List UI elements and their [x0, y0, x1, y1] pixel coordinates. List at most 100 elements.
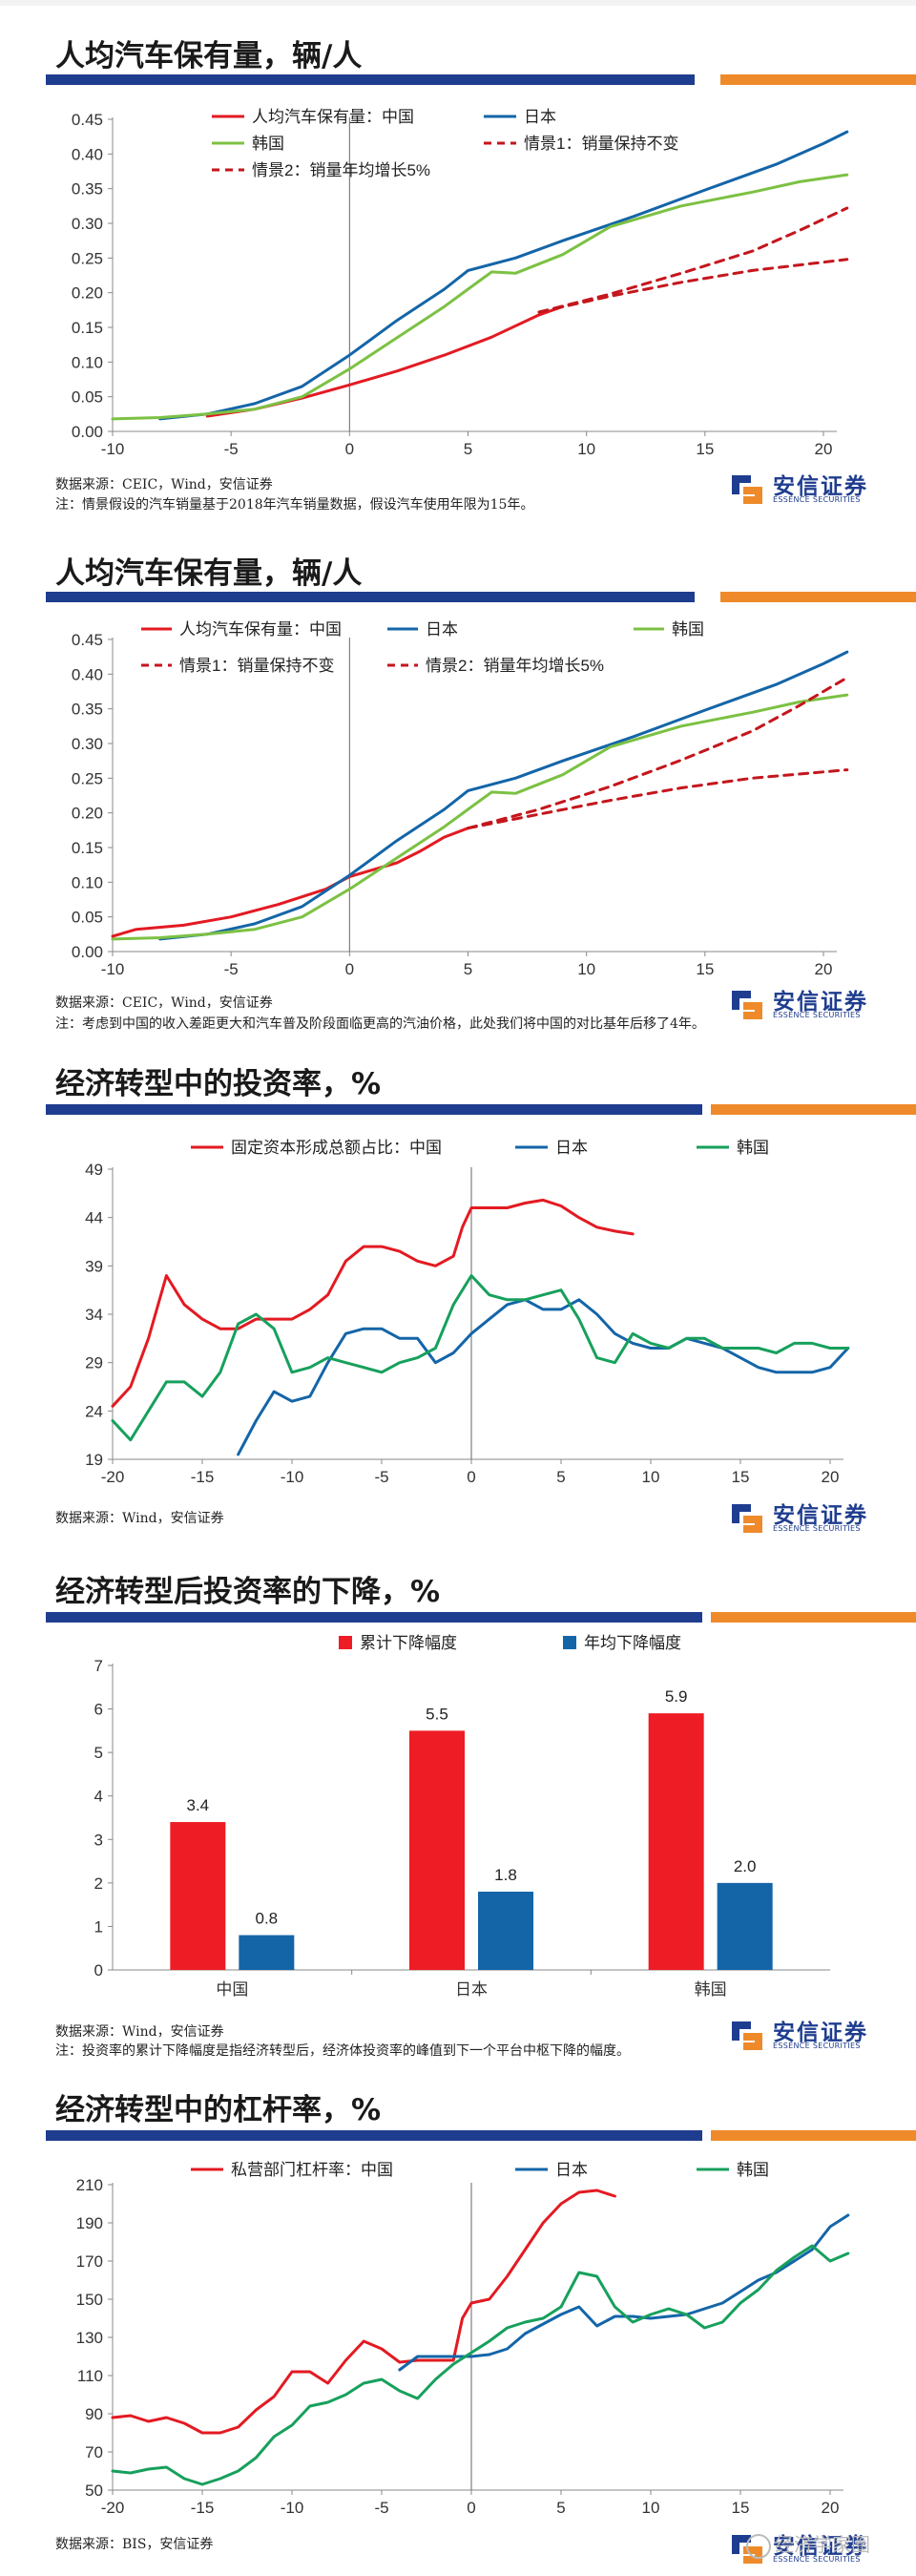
series-line [237, 1298, 850, 1456]
y-tick-label: 44 [85, 1209, 103, 1227]
title-rule-blue [46, 1612, 702, 1623]
legend-label: 日本 [426, 620, 458, 639]
y-tick-label: 3 [94, 1831, 103, 1849]
brand-logo: 安信证券 ESSENCE SECURITIES [729, 1497, 901, 1539]
data-label: 5.5 [426, 1705, 448, 1723]
y-tick-label: 150 [76, 2291, 103, 2309]
footnote: 注：考虑到中国的收入差距更大和汽车普及阶段面临更高的汽油价格，此处我们将中国的对… [55, 1016, 705, 1032]
source-note: 数据来源：CEIC，Wind，安信证券 [55, 995, 273, 1011]
legend-label: 情景2：销量年均增长5% [252, 161, 430, 179]
series-line [111, 1198, 635, 1408]
y-tick-label: 49 [85, 1161, 103, 1179]
series-line [111, 1274, 850, 1442]
y-tick-label: 0.00 [72, 943, 103, 961]
series-line [467, 768, 849, 830]
x-tick-label: 0 [345, 440, 354, 458]
title-rule-orange [720, 592, 916, 602]
x-tick-label: 日本 [455, 1980, 488, 1999]
legend-swatch [563, 1636, 576, 1649]
panel-3: 经济转型中的投资率，% 19 24 29 34 39 44 49 -20 -15 -10 -5 0 5 1… [0, 1050, 916, 1556]
y-tick-label: 0.15 [72, 839, 103, 857]
footnote: 注：情景假设的汽车销量基于2018年汽车销量数据，假设汽车使用年限为15年。 [55, 497, 534, 513]
x-tick-label: -5 [374, 2499, 388, 2517]
chart-svg: 0.00 0.05 0.10 0.15 0.20 0.25 0.30 0.35 0.40 0.45… [72, 108, 849, 458]
data-label: 2.0 [734, 1857, 757, 1875]
chart-svg: 19 24 29 34 39 44 49 -20 -15 -10 -5 0 5 10 15 20 固定资本形成总… [85, 1139, 850, 1486]
x-tick-label: 15 [696, 440, 714, 458]
series-line [111, 693, 849, 941]
y-tick-label: 0.45 [72, 631, 103, 649]
legend-label: 韩国 [737, 2161, 769, 2179]
source-note: 数据来源：BIS，安信证券 [55, 2537, 214, 2552]
logo-name: 安信证券 [773, 1503, 868, 1528]
legend-label: 情景1：销量保持不变 [524, 135, 678, 153]
x-tick-label: -15 [191, 2499, 215, 2517]
panel-title: 经济转型中的投资率，% [55, 1067, 382, 1101]
logo-mark-icon [732, 991, 762, 1019]
logo-mark-icon [732, 2021, 762, 2050]
y-tick-label: 2 [94, 1874, 103, 1893]
title-rule-orange [720, 74, 916, 85]
x-tick-label: 10 [642, 1468, 660, 1486]
legend-label: 人均汽车保有量：中国 [252, 108, 414, 126]
y-tick-label: 190 [76, 2214, 103, 2232]
x-tick-label: -20 [101, 2499, 125, 2517]
y-tick-label: 24 [85, 1402, 103, 1420]
chart-container: 50 70 90 110 130 150 170 190 210 -20 -15 -10 -5 0 5 10 1… [0, 2152, 916, 2529]
y-tick-label: 0.10 [72, 353, 103, 371]
y-tick-label: 90 [85, 2405, 103, 2423]
bar [170, 1822, 226, 1970]
title-rule-orange [711, 1612, 916, 1623]
legend-label: 韩国 [252, 135, 284, 153]
series-line [467, 676, 849, 830]
y-tick-label: 19 [85, 1451, 103, 1469]
logo-subtitle: ESSENCE SECURITIES [773, 495, 861, 504]
y-tick-label: 0.05 [72, 909, 103, 927]
y-tick-label: 170 [76, 2252, 103, 2271]
y-tick-label: 29 [85, 1354, 103, 1372]
logo-subtitle: ESSENCE SECURITIES [773, 2555, 861, 2564]
chart-svg: 50 70 90 110 130 150 170 190 210 -20 -15 -10 -5 0 5 10 1… [76, 2161, 850, 2517]
brand-logo: 安信证券 ESSENCE SECURITIES [729, 468, 901, 510]
x-tick-label: 20 [822, 2499, 840, 2517]
y-tick-label: 0.45 [72, 111, 103, 129]
panel-title: 经济转型后投资率的下降，% [55, 1575, 441, 1609]
y-tick-label: 110 [77, 2367, 103, 2385]
legend-label: 情景1：销量保持不变 [179, 657, 334, 675]
title-rule-blue [46, 1104, 702, 1115]
x-tick-label: 10 [642, 2499, 660, 2517]
y-tick-label: 39 [85, 1257, 103, 1275]
x-tick-label: 20 [815, 440, 833, 458]
x-tick-label: 韩国 [695, 1980, 727, 1999]
brand-logo: 安信证券 ESSENCE SECURITIES [729, 2527, 901, 2569]
y-tick-label: 0.20 [72, 805, 103, 823]
series-line [537, 258, 849, 314]
x-tick-label: 0 [345, 960, 354, 978]
source-note: 数据来源：Wind，安信证券 [55, 2024, 224, 2040]
y-tick-label: 0.30 [72, 735, 103, 753]
x-tick-label: 5 [556, 1468, 565, 1486]
logo-subtitle: ESSENCE SECURITIES [773, 1524, 861, 1533]
x-tick-label: 中国 [216, 1980, 248, 1999]
data-label: 5.9 [665, 1687, 688, 1706]
y-tick-label: 0.15 [72, 319, 103, 337]
panel-1: 人均汽车保有量，辆/人 0.00 0.05 0.10 0.15 0.20 0.25 0.30… [0, 0, 916, 534]
series-line [111, 827, 469, 938]
source-note: 数据来源：Wind，安信证券 [55, 1511, 224, 1526]
brand-logo: 安信证券 ESSENCE SECURITIES [729, 983, 901, 1025]
y-tick-label: 6 [94, 1701, 103, 1719]
x-tick-label: 15 [696, 960, 714, 978]
x-tick-label: -5 [224, 960, 239, 978]
y-tick-label: 0.10 [72, 873, 103, 891]
title-rule-blue [46, 592, 695, 602]
legend-label: 韩国 [737, 1139, 769, 1157]
chart-container: 19 24 29 34 39 44 49 -20 -15 -10 -5 0 5 10 15 20 固定资本形成总… [0, 1126, 916, 1508]
y-tick-label: 0.25 [72, 249, 103, 267]
chart-svg: 0.00 0.05 0.10 0.15 0.20 0.25 0.30 0.35 0.40 0.45… [72, 620, 849, 978]
series-line [537, 206, 849, 314]
x-tick-label: 5 [556, 2499, 565, 2517]
x-tick-label: 15 [732, 1468, 750, 1486]
panel-4: 经济转型后投资率的下降，% 0 1 2 3 4 5 6 7 3.4 0.8 中国 5.5 1.8 日本 5.… [0, 1556, 916, 2071]
y-tick-label: 0.20 [72, 284, 103, 303]
x-tick-label: -10 [101, 960, 125, 978]
